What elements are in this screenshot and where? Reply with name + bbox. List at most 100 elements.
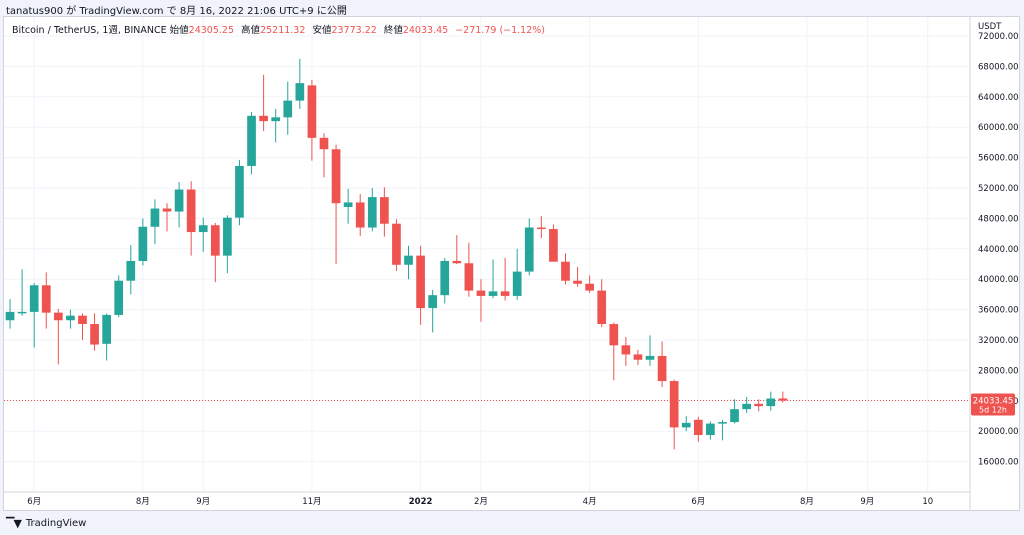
candle-body: [283, 100, 293, 118]
legend-close-label: 終値: [383, 25, 403, 36]
legend-open-value: 24305.25: [188, 25, 235, 36]
candle-body: [766, 398, 776, 407]
candle-body: [549, 229, 558, 262]
candle-body: [319, 137, 329, 150]
legend-high-value: 25211.32: [260, 25, 306, 36]
candle-body: [380, 197, 389, 224]
x-tick-label: 9月: [860, 497, 874, 507]
last-price-badge: [971, 393, 1015, 416]
candle-body: [754, 403, 764, 407]
y-tick-label: 52000.00: [978, 184, 1019, 194]
candle-body: [174, 189, 184, 212]
candle-body: [404, 255, 413, 265]
y-tick-label: 48000.00: [978, 214, 1019, 224]
candle-body: [597, 290, 607, 325]
y-tick-label: 64000.00: [978, 93, 1019, 103]
legend-change-value: −271.79 (−1.12%): [455, 25, 545, 36]
candle-body: [235, 165, 244, 218]
candle-body: [573, 280, 582, 284]
x-tick-label: 2022: [409, 497, 433, 507]
y-tick-label: 16000.00: [978, 458, 1019, 468]
chart-card: [3, 16, 1020, 511]
candle-body: [416, 255, 425, 309]
candle-body: [561, 261, 570, 281]
y-tick-label: 40000.00: [978, 275, 1019, 285]
candle-body: [126, 260, 136, 281]
y-tick-label: 68000.00: [978, 62, 1019, 72]
candle-body: [669, 381, 679, 428]
candle-body: [718, 422, 727, 424]
candle-body: [17, 311, 27, 314]
candle-body: [66, 315, 75, 321]
y-tick-label: 36000.00: [978, 306, 1019, 316]
candle-body: [223, 217, 232, 256]
candle-body: [488, 291, 498, 296]
x-tick-label: 4月: [583, 497, 597, 507]
x-tick-label: 6月: [27, 497, 41, 507]
candle-body: [512, 271, 522, 296]
candle-body: [331, 149, 341, 204]
y-tick-label: 20000.00: [978, 427, 1019, 437]
x-tick-label: 8月: [136, 497, 150, 507]
y-tick-label: 28000.00: [978, 366, 1019, 376]
chart-legend: Bitcoin / TetherUS, 1週, BINANCE 始値24305.…: [12, 22, 549, 36]
x-tick-label: 11月: [302, 497, 321, 507]
candle-body: [150, 208, 160, 227]
footer-brand-text[interactable]: TradingView: [25, 518, 87, 529]
candle-body: [778, 398, 788, 401]
candle-body: [41, 285, 51, 313]
candle-body: [392, 223, 401, 265]
candle-body: [681, 422, 691, 428]
candle-body: [259, 115, 268, 122]
x-tick-label: 9月: [196, 497, 210, 507]
candle-body: [742, 403, 751, 410]
candle-body: [102, 314, 111, 344]
candle-body: [5, 311, 15, 321]
y-tick-label: 72000.00: [978, 32, 1019, 42]
legend-low-label: 安値: [312, 25, 332, 36]
candle-body: [706, 423, 715, 435]
candle-body: [452, 260, 462, 264]
last-price-value: 24033.45: [973, 397, 1014, 407]
legend-high-label: 高値: [241, 25, 261, 36]
candle-body: [355, 202, 365, 228]
currency-label: USDT: [978, 22, 1002, 32]
candle-body: [536, 227, 546, 230]
candle-body: [464, 263, 474, 291]
y-tick-label: 32000.00: [978, 336, 1019, 346]
legend-open-label: 始値: [169, 25, 189, 36]
y-tick-label: 56000.00: [978, 154, 1019, 164]
candle-body: [271, 117, 281, 122]
candle-body: [343, 202, 353, 207]
candle-body: [210, 225, 220, 256]
legend-low-value: 23773.22: [331, 25, 377, 36]
x-tick-label: 2月: [474, 497, 488, 507]
candle-body: [500, 291, 510, 296]
candle-body: [585, 283, 594, 291]
legend-close-value: 24033.45: [402, 25, 449, 36]
candle-body: [730, 409, 739, 423]
legend-symbol[interactable]: Bitcoin / TetherUS, 1週, BINANCE: [12, 25, 167, 36]
footer-brand: ▔▼ TradingView: [6, 517, 86, 530]
candle-body: [609, 324, 619, 346]
candle-body: [198, 225, 208, 233]
candle-body: [367, 197, 377, 228]
candle-body: [186, 189, 196, 233]
candle-body: [29, 285, 39, 312]
x-tick-label: 8月: [800, 497, 814, 507]
candle-body: [295, 83, 305, 101]
candle-body: [693, 419, 703, 435]
publish-info: tanatus900 が TradingView.com で 8月 16, 20…: [6, 6, 347, 17]
tradingview-logo-icon: ▔▼: [6, 517, 22, 530]
y-tick-label: 44000.00: [978, 245, 1019, 255]
candle-body: [476, 290, 486, 296]
y-tick-label: 60000.00: [978, 123, 1019, 133]
candle-body: [90, 324, 99, 345]
x-tick-label: 10: [922, 497, 933, 507]
candle-body: [247, 115, 256, 166]
candle-body: [440, 260, 450, 296]
candle-body: [428, 295, 438, 309]
candle-body: [633, 354, 643, 360]
x-tick-label: 6月: [691, 497, 705, 507]
